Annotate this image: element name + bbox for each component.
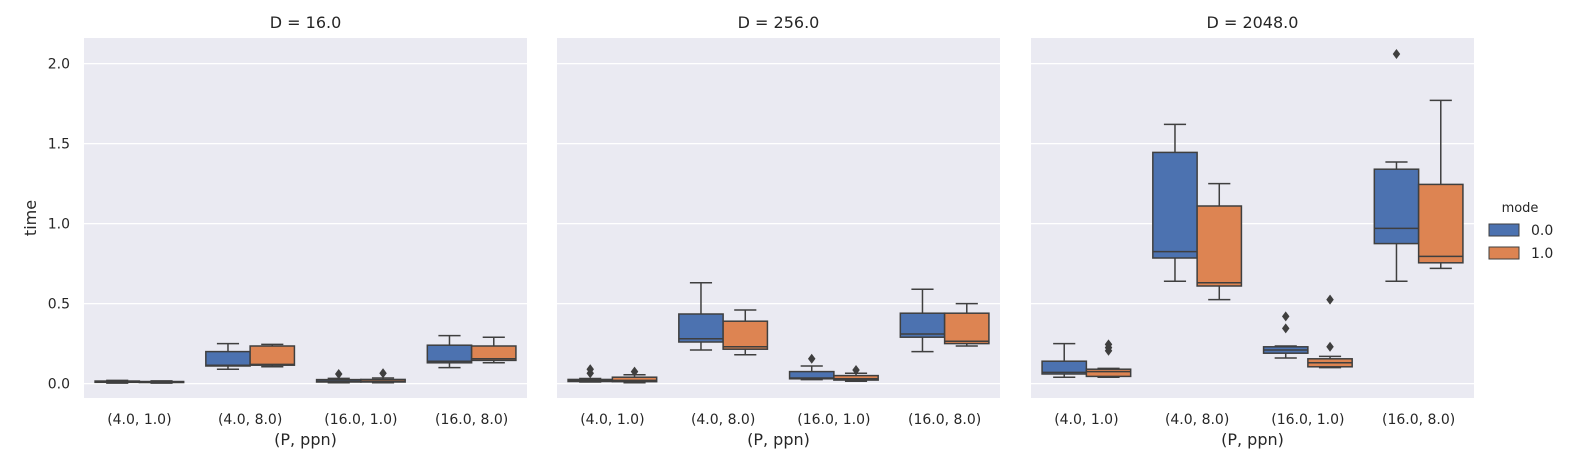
x-tick-label: (16.0, 1.0) xyxy=(797,412,870,428)
outlier-point xyxy=(1281,323,1290,334)
x-tick-label: (16.0, 8.0) xyxy=(1382,412,1455,428)
box xyxy=(899,288,946,353)
plot-background xyxy=(557,38,1000,398)
box xyxy=(1417,99,1464,270)
box-body xyxy=(249,345,296,366)
outlier-point xyxy=(1326,341,1334,352)
box-body xyxy=(205,350,251,367)
box xyxy=(1152,123,1198,282)
x-tick-label: (4.0, 1.0) xyxy=(107,412,171,428)
box-body xyxy=(611,376,658,383)
box-body xyxy=(1041,360,1088,375)
outlier-point xyxy=(1392,48,1401,60)
y-tick-label: 0.0 xyxy=(48,377,70,393)
facet-panels: 0.0 0.5 1.0 1.5 2.0 D = 16.0 (4.0, 1.0) (4.0, 8… xyxy=(48,13,1474,449)
box-body xyxy=(833,374,879,381)
plot-background xyxy=(84,38,527,398)
box xyxy=(722,309,769,356)
legend-title: mode xyxy=(1502,201,1539,216)
facet-panel: 0.0 0.5 1.0 1.5 2.0 D = 16.0 (4.0, 1.0) (4.0, 8… xyxy=(48,13,527,449)
legend-label: 1.0 xyxy=(1531,246,1553,262)
box-body xyxy=(470,345,517,362)
x-tick-label: (4.0, 1.0) xyxy=(580,412,644,428)
outlier-point xyxy=(630,366,639,377)
x-tick-label: (16.0, 1.0) xyxy=(324,412,397,428)
facet-panel: D = 2048.0 (4.0, 1.0) (4.0, 8.0) (16.0, 1.0… xyxy=(1031,13,1474,449)
y-tick-label: 2.0 xyxy=(48,57,70,73)
y-tick-label: 1.5 xyxy=(48,137,70,153)
legend-swatch xyxy=(1488,223,1520,237)
outlier-point xyxy=(334,369,343,379)
x-tick-label: (16.0, 1.0) xyxy=(1271,412,1344,428)
outlier-point xyxy=(1281,311,1290,322)
y-tick-label: 1.0 xyxy=(48,217,70,233)
box xyxy=(360,368,406,384)
x-tick-label: (4.0, 1.0) xyxy=(1054,412,1118,428)
box xyxy=(1085,339,1132,378)
box-body xyxy=(1373,168,1420,245)
box-body xyxy=(1417,183,1464,264)
facet-panel: D = 256.0 (4.0, 1.0) (4.0, 8.0) (16.0, 1.0)… xyxy=(557,13,1000,449)
legend-label: 0.0 xyxy=(1531,223,1553,239)
outlier-point xyxy=(807,353,816,364)
box-body xyxy=(426,344,473,364)
panel-title: D = 2048.0 xyxy=(1207,13,1299,32)
outlier-point xyxy=(379,368,387,379)
box xyxy=(943,302,990,347)
outlier-point xyxy=(586,364,594,375)
box xyxy=(470,336,517,364)
x-tick-label: (4.0, 8.0) xyxy=(691,412,755,428)
x-axis-label: (P, ppn) xyxy=(747,430,810,449)
box-body xyxy=(1196,205,1243,287)
y-tick-label: 0.5 xyxy=(48,297,70,313)
box xyxy=(94,379,141,384)
x-tick-label: (4.0, 8.0) xyxy=(218,412,282,428)
box xyxy=(611,366,658,384)
outlier-point xyxy=(852,365,860,375)
box xyxy=(1307,294,1353,369)
box-body xyxy=(1152,151,1198,259)
box-body xyxy=(678,313,724,343)
box-body xyxy=(1085,368,1132,378)
legend: mode 0.0 1.0 xyxy=(1488,201,1553,262)
panel-title: D = 256.0 xyxy=(738,13,820,32)
box xyxy=(138,380,185,384)
x-tick-label: (16.0, 8.0) xyxy=(908,412,981,428)
box xyxy=(249,343,296,368)
x-tick-label: (4.0, 8.0) xyxy=(1165,412,1229,428)
panel-title: D = 16.0 xyxy=(270,13,342,32)
box xyxy=(1262,311,1309,359)
box-body xyxy=(943,312,990,345)
outlier-point xyxy=(1326,294,1334,305)
box xyxy=(833,365,879,382)
box xyxy=(678,282,724,351)
x-tick-label: (16.0, 8.0) xyxy=(435,412,508,428)
box xyxy=(315,369,362,384)
box xyxy=(1196,182,1243,301)
box xyxy=(1373,48,1420,282)
y-axis-label: time xyxy=(21,200,40,236)
x-axis-label: (P, ppn) xyxy=(1221,430,1284,449)
box xyxy=(567,364,614,383)
outlier-point xyxy=(1104,339,1113,350)
box-body xyxy=(722,320,769,350)
legend-swatch xyxy=(1488,246,1520,260)
box xyxy=(1041,342,1088,378)
x-axis-label: (P, ppn) xyxy=(274,430,337,449)
